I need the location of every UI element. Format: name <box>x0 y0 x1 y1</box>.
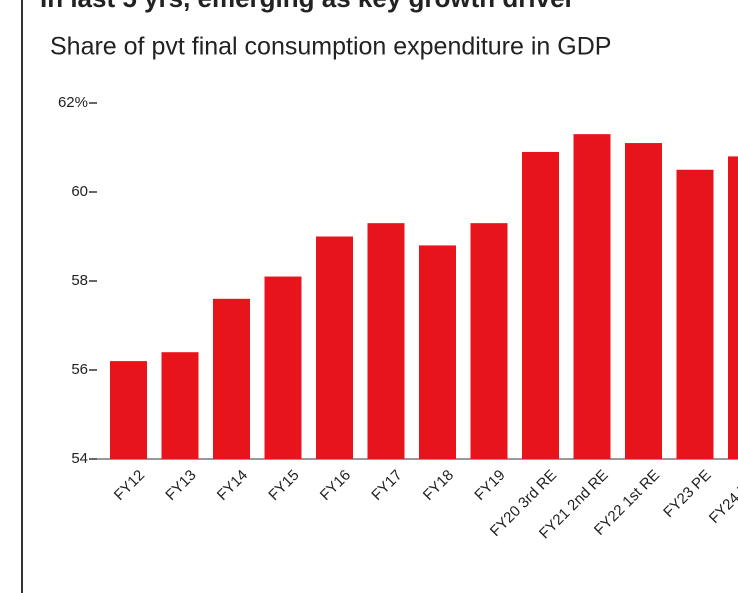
x-tick-label: FY14 <box>214 467 251 504</box>
x-tick-label: FY18 <box>420 467 457 504</box>
x-tick-label: FY19 <box>471 467 508 504</box>
bar <box>676 169 714 459</box>
bar <box>573 134 611 459</box>
bar <box>316 236 353 459</box>
bar <box>419 245 456 459</box>
chart-subtitle: Share of pvt final consumption expenditu… <box>50 33 611 61</box>
bar <box>728 156 738 459</box>
y-tick-label: 58 <box>71 272 88 289</box>
x-tick-label: FY13 <box>162 467 199 504</box>
y-tick-label: 54 <box>71 450 88 467</box>
y-tick-label: 56 <box>71 361 88 378</box>
bar <box>110 361 147 459</box>
bar <box>625 143 662 460</box>
y-tick-label: 60 <box>71 183 88 200</box>
bar <box>470 223 508 459</box>
x-tick-label: FY15 <box>265 467 302 504</box>
bar <box>522 151 559 459</box>
x-tick-label: FY16 <box>317 467 354 504</box>
y-tick-label: 62% <box>58 94 88 111</box>
x-tick-label: FY17 <box>368 467 405 504</box>
chart-title: In last 5 yrs, emerging as key growth dr… <box>40 0 575 13</box>
x-tick-label: FY12 <box>111 467 148 504</box>
bar <box>213 298 250 459</box>
bar <box>264 276 302 459</box>
bar <box>367 223 405 459</box>
bar <box>161 352 199 459</box>
